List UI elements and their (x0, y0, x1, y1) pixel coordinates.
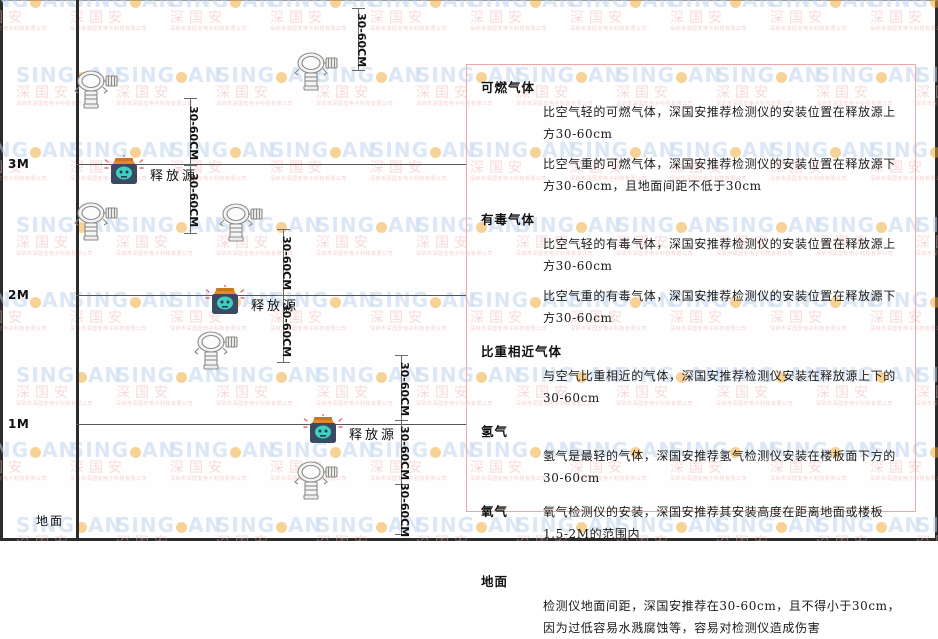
dimension-cap (184, 98, 197, 99)
release-source-label: 释放源 (150, 169, 199, 184)
guidance-panel: 可燃气体 比空气轻的可燃气体，深国安推荐检测仪的安装位置在释放源上方30-60cm… (466, 64, 916, 635)
dimension-line (190, 98, 191, 165)
dimension-label: 30-60CM (398, 426, 411, 481)
dimension-cap (277, 229, 290, 230)
axis-tick-3m: 3M (8, 157, 30, 171)
panel-section-paragraph: 氢气是最轻的气体，深国安推荐氢气检测仪安装在楼板面下方的30-60cm (543, 449, 896, 485)
release-source-icon (104, 154, 144, 195)
axis-tick-2m: 2M (8, 288, 30, 302)
panel-section-paragraph: 比空气轻的可燃气体，深国安推荐检测仪的安装位置在释放源上方30-60cm (543, 105, 896, 141)
dimension-cap (277, 362, 290, 363)
release-source-label: 释放源 (251, 299, 300, 314)
panel-section-paragraph: 与空气比重相近的气体，深国安推荐检测仪安装在释放源上下的30-60cm (543, 369, 896, 405)
dimension-cap (352, 8, 365, 9)
diagram-frame (0, 0, 938, 541)
dimension-cap (395, 484, 408, 485)
panel-section-heading: 可燃气体 (481, 80, 536, 95)
level-line (76, 164, 466, 165)
dimension-line (283, 229, 284, 295)
dimension-line (190, 165, 191, 233)
installation-height-diagram: 3M 2M 1M 30-60CM 30-60CM 30-60CM 30-60CM 30-60… (0, 0, 470, 541)
vertical-axis (76, 0, 79, 538)
panel-section-paragraph: 检测仪地面间距，深国安推荐在30-60cm，且不得小于30cm，因为过低容易水溅… (543, 599, 901, 635)
dimension-line (283, 295, 284, 362)
dimension-cap (184, 233, 197, 234)
panel-section-heading: 氧气 (481, 504, 509, 519)
panel-section-paragraph: 比空气重的可燃气体，深国安推荐检测仪的安装位置在释放源下方30-60cm，且地面… (543, 157, 896, 193)
dimension-cap (395, 534, 408, 535)
gas-detector-icon (70, 66, 120, 114)
ground-label: 地面 (36, 514, 65, 528)
level-line (76, 424, 466, 425)
dimension-label: 30-60CM (398, 483, 411, 538)
dimension-line (358, 8, 359, 70)
dimension-line (401, 355, 402, 420)
panel-section-heading: 地面 (481, 574, 509, 589)
panel-section-heading: 有毒气体 (481, 212, 536, 227)
axis-tick-1m: 1M (8, 417, 30, 431)
dimension-label: 30-60CM (187, 105, 200, 160)
panel-section-paragraph: 比空气轻的有毒气体，深国安推荐检测仪的安装位置在释放源上方30-60cm (543, 237, 896, 273)
release-source-icon (303, 413, 343, 454)
dimension-cap (395, 355, 408, 356)
level-line (76, 295, 466, 296)
gas-detector-icon (290, 457, 340, 505)
dimension-cap (184, 165, 197, 166)
panel-section: 氧气 氧气检测仪的安装，深国安推荐其安装高度在距离地面或楼板1.5-2M的范围内 (481, 501, 903, 545)
gas-detector-icon (70, 198, 120, 246)
panel-section-heading: 比重相近气体 (481, 344, 563, 359)
gas-detector-icon (215, 199, 265, 247)
dimension-line (401, 484, 402, 534)
dimension-line (401, 420, 402, 484)
dimension-cap (277, 295, 290, 296)
gas-detector-icon (190, 327, 240, 375)
dimension-label: 30-60CM (398, 361, 411, 416)
dimension-label: 30-60CM (355, 13, 368, 68)
dimension-cap (352, 70, 365, 71)
dimension-label: 30-60CM (280, 236, 293, 291)
panel-section-paragraph: 氧气检测仪的安装，深国安推荐其安装高度在距离地面或楼板1.5-2M的范围内 (543, 505, 884, 541)
release-source-icon (205, 284, 245, 325)
release-source-label: 释放源 (349, 428, 398, 443)
panel-section-paragraph: 比空气重的有毒气体，深国安推荐检测仪的安装位置在释放源下方30-60cm (543, 289, 896, 325)
gas-detector-icon (290, 48, 340, 96)
dimension-cap (395, 420, 408, 421)
panel-section-heading: 氢气 (481, 424, 509, 439)
